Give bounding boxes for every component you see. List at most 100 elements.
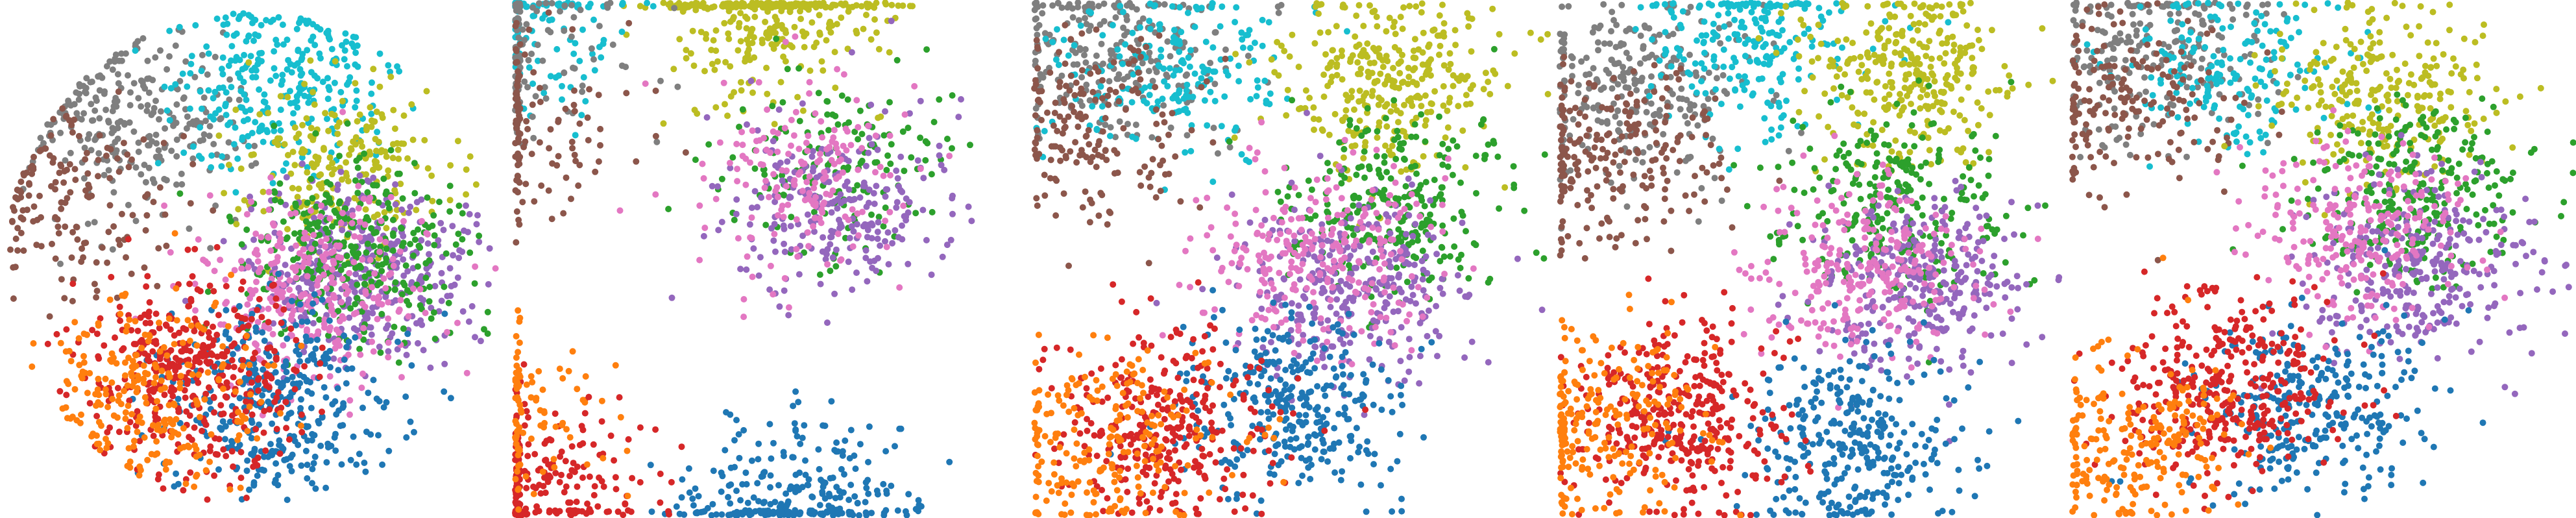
scatter-point <box>595 158 602 165</box>
scatter-point <box>535 368 542 375</box>
scatter-point <box>770 237 777 244</box>
scatter-point <box>799 434 806 441</box>
scatter-point <box>529 378 536 386</box>
scatter-point <box>313 160 320 167</box>
scatter-point <box>198 105 205 112</box>
scatter-point <box>818 58 825 65</box>
scatter-point <box>616 394 623 401</box>
scatter-point <box>30 340 37 347</box>
scatter-point <box>253 247 260 254</box>
scatter-point <box>834 205 841 212</box>
scatter-point <box>676 36 683 43</box>
scatter-point <box>361 281 369 288</box>
scatter-point <box>358 138 364 145</box>
scatter-point <box>319 344 326 351</box>
scatter-point <box>174 86 181 93</box>
scatter-point <box>435 237 442 244</box>
scatter-point <box>322 353 329 360</box>
scatter-point <box>297 358 304 365</box>
scatter-point <box>276 450 284 457</box>
scatter-point <box>430 309 437 316</box>
scatter-point <box>94 386 101 393</box>
scatter-point <box>513 90 519 97</box>
scatter-point <box>93 294 100 301</box>
scatter-point <box>821 479 829 486</box>
scatter-point <box>220 238 227 245</box>
scatter-point <box>152 405 160 412</box>
scatter-point <box>162 384 169 391</box>
scatter-point <box>254 258 261 265</box>
scatter-point <box>350 433 357 440</box>
scatter-point <box>173 317 180 324</box>
scatter-point <box>794 253 801 260</box>
scatter-point <box>347 456 354 463</box>
scatter-point <box>133 351 140 358</box>
scatter-point <box>93 288 101 295</box>
scatter-point <box>415 263 421 270</box>
scatter-point <box>127 458 134 465</box>
scatter-point <box>360 336 367 343</box>
scatter-point <box>696 202 703 209</box>
scatter-point <box>424 165 431 172</box>
scatter-point <box>796 510 803 517</box>
scatter-point <box>326 215 334 222</box>
scatter-point <box>228 84 235 91</box>
scatter-point <box>265 234 272 241</box>
scatter-point <box>237 258 245 265</box>
scatter-point <box>358 308 365 315</box>
scatter-point <box>1123 2 1130 9</box>
scatter-point <box>758 194 765 201</box>
scatter-point <box>838 256 845 263</box>
scatter-point <box>735 47 742 54</box>
scatter-point <box>69 280 77 288</box>
scatter-point <box>596 23 603 30</box>
scatter-point <box>785 312 792 319</box>
scatter-point <box>110 412 117 419</box>
scatter-point <box>839 452 846 459</box>
scatter-point <box>559 96 565 103</box>
scatter-point <box>152 310 160 317</box>
scatter-point <box>521 78 528 85</box>
scatter-point <box>260 429 267 436</box>
scatter-point <box>594 503 601 510</box>
scatter-point <box>158 377 165 384</box>
scatter-point <box>250 463 257 470</box>
scatter-point <box>362 206 369 213</box>
scatter-point <box>471 280 478 287</box>
scatter-point <box>817 280 824 288</box>
scatter-point <box>155 471 162 478</box>
scatter-point <box>218 411 225 418</box>
scatter-point <box>283 160 289 167</box>
scatter-point <box>73 224 80 230</box>
scatter-point <box>407 241 414 247</box>
scatter-point <box>140 136 147 143</box>
scatter-point <box>331 166 337 173</box>
scatter-point <box>368 110 375 117</box>
scatter-point <box>335 329 343 336</box>
scatter-point <box>591 483 598 490</box>
scatter-point <box>525 441 532 448</box>
scatter-point <box>824 98 831 105</box>
scatter-point <box>828 209 835 216</box>
scatter-point <box>947 236 954 243</box>
scatter-point <box>761 184 768 191</box>
scatter-point <box>279 77 286 84</box>
scatter-point <box>845 4 853 11</box>
scatter-point <box>271 138 278 145</box>
scatter-point <box>312 130 319 137</box>
scatter-point <box>420 347 427 354</box>
scatter-point <box>238 241 245 248</box>
scatter-point <box>604 3 611 10</box>
scatter-point <box>742 155 749 162</box>
scatter-point <box>534 42 541 49</box>
scatter-point <box>132 317 139 325</box>
scatter-point <box>288 245 295 253</box>
scatter-point <box>316 172 323 179</box>
scatter-point <box>319 296 326 303</box>
scatter-point <box>816 502 823 509</box>
scatter-point <box>205 384 212 391</box>
scatter-point <box>936 142 943 149</box>
scatter-point <box>324 95 332 103</box>
scatter-point <box>293 263 300 270</box>
scatter-point <box>47 121 55 129</box>
